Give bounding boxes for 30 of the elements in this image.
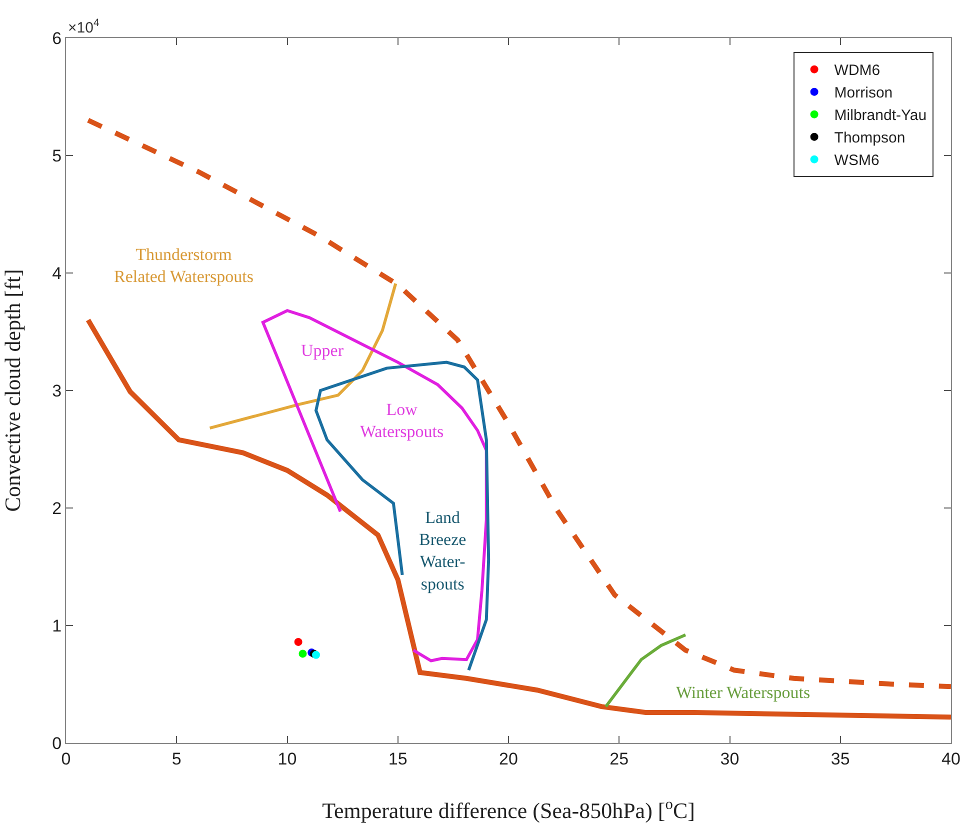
annotation: Thunderstorm Related Waterspouts	[114, 245, 254, 286]
annotation: Winter Waterspouts	[676, 683, 810, 702]
line-series	[314, 360, 490, 672]
y-tick-label: 0	[52, 734, 62, 753]
y-tick-label: 6	[52, 28, 62, 48]
x-tick-label: 30	[720, 749, 740, 768]
text: ×10$^{4}$	[68, 17, 100, 36]
annotation: Land Breeze Water- spouts	[419, 508, 466, 594]
line-series	[261, 309, 488, 662]
annotation: Upper	[301, 341, 344, 360]
x-tick-label: 15	[388, 749, 408, 768]
x-tick-label: 20	[499, 749, 518, 768]
y-axis-title: Convective cloud depth [ft]	[0, 269, 25, 512]
x-tick-label: 5	[172, 749, 182, 768]
y-tick-label: 1	[52, 616, 62, 636]
x-tick-label: 40	[942, 749, 960, 768]
legend-label: Milbrandt-Yau	[834, 107, 927, 124]
legend-label: WDM6	[834, 62, 880, 80]
y-tick-label: 5	[52, 146, 62, 166]
x-tick-label: 10	[278, 749, 297, 768]
x-axis-title: Temperature difference (Sea-850hPa) [$^{o}$C]	[322, 796, 695, 823]
x-tick-label: 25	[610, 749, 629, 768]
legend-label: Thompson	[834, 130, 906, 147]
x-tick-label: 35	[830, 749, 850, 768]
y-tick-label: 4	[52, 264, 62, 283]
y-tick-label: 3	[52, 381, 62, 400]
y-tick-label: 2	[52, 498, 62, 518]
legend-label: Morrison	[834, 84, 893, 102]
legend-label: WSM6	[834, 152, 880, 170]
annotation: Low Waterspouts	[360, 400, 444, 442]
